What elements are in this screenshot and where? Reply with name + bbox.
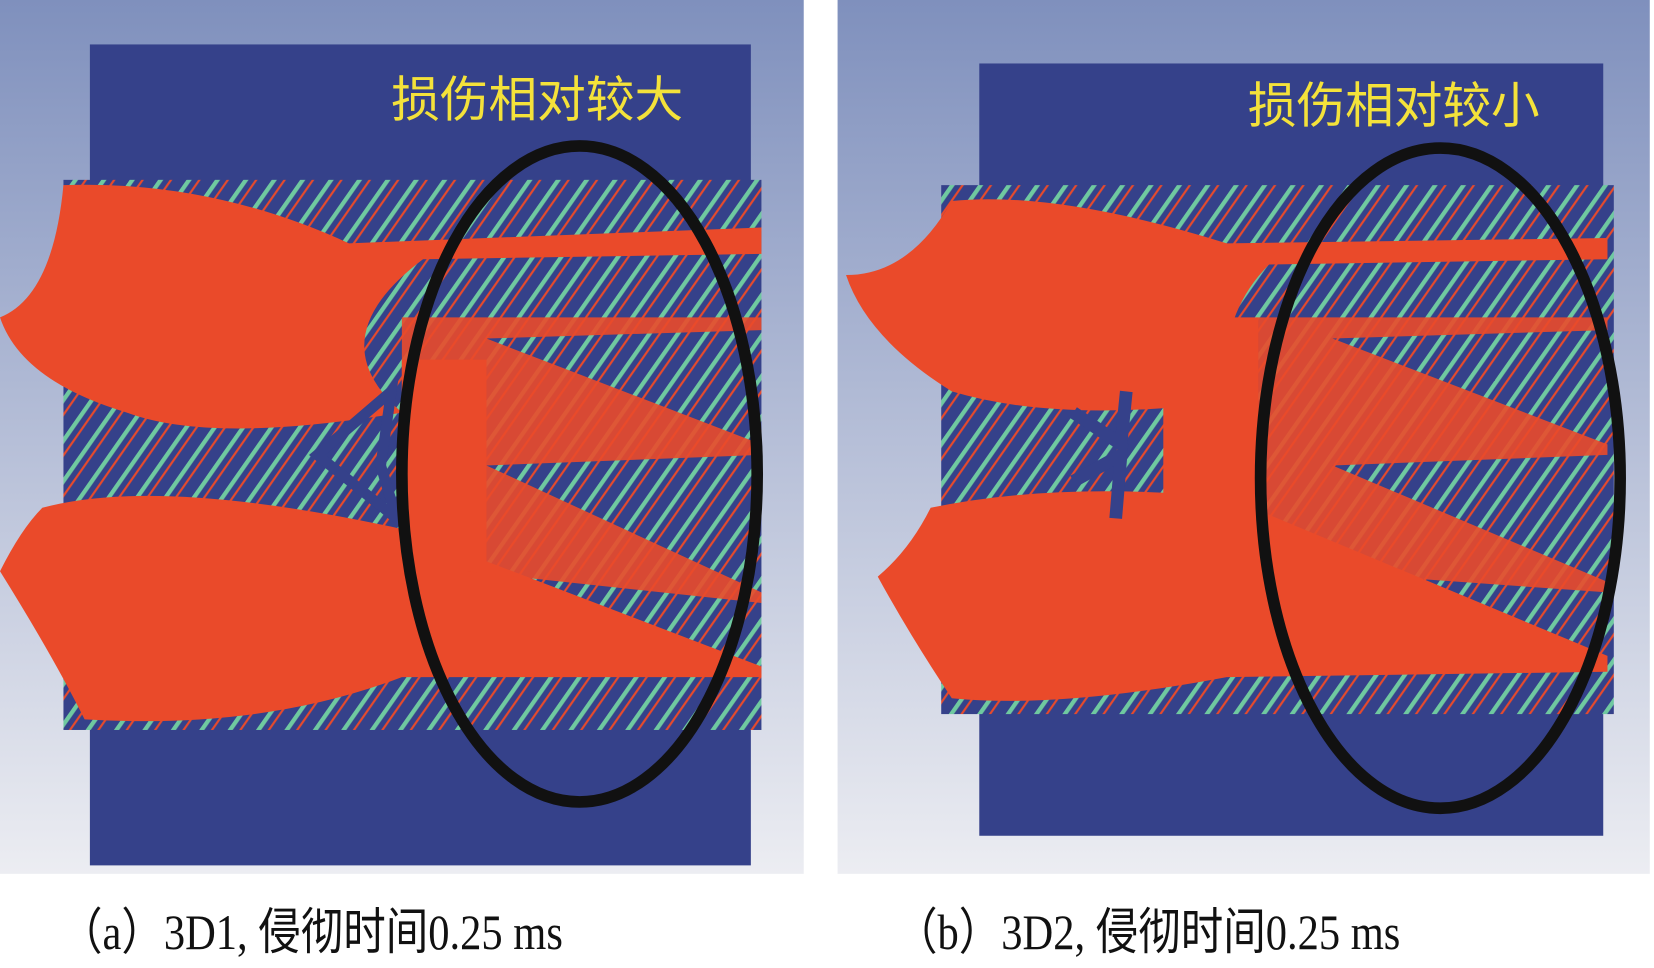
panel-a-damage-zone bbox=[0, 184, 762, 722]
panel-b-damage-zone bbox=[846, 199, 1608, 701]
panel-a-annotation: 损伤相对较大 bbox=[391, 72, 683, 128]
panel-b-projectile bbox=[1069, 390, 1133, 519]
panel-b-caption: （b）3D2, 侵彻时间0.25 ms bbox=[895, 904, 1401, 960]
panel-a-projectile bbox=[308, 378, 407, 534]
panel-b: 损伤相对较小 bbox=[837, 0, 1650, 874]
panel-b-annotation: 损伤相对较小 bbox=[1248, 79, 1540, 135]
panel-b-highlight-ellipse bbox=[1254, 142, 1626, 815]
panel-a: 损伤相对较大 bbox=[0, 0, 804, 874]
panel-a-highlight-ellipse bbox=[396, 140, 764, 808]
panel-a-caption: （a）3D1, 侵彻时间0.25 ms bbox=[60, 904, 563, 960]
